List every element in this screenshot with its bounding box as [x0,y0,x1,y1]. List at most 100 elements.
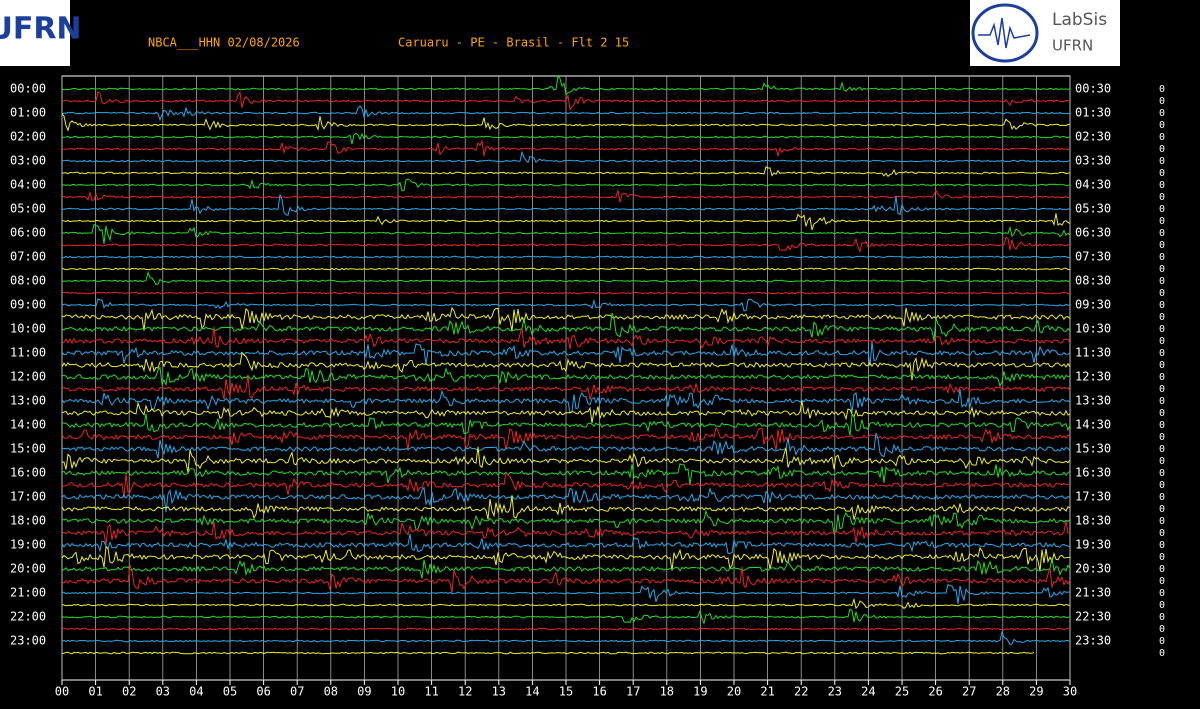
trace [61,213,1071,231]
scale-label: 0 [1159,312,1165,323]
trace [61,105,1071,122]
trace [61,432,1071,459]
row-label-left: 23:00 [10,634,46,648]
scale-label: 0 [1159,516,1165,527]
scale-label: 0 [1159,624,1165,635]
trace [61,557,1071,579]
trace [61,306,1071,332]
row-label-left: 22:00 [10,610,46,624]
x-tick-label: 19 [693,685,707,699]
trace [61,495,1071,520]
row-label-left: 01:00 [10,106,46,120]
scale-label: 0 [1159,288,1165,299]
scale-label: 0 [1159,96,1165,107]
row-label-left: 06:00 [10,226,46,240]
trace [61,189,1071,203]
row-label-left: 04:00 [10,178,46,192]
trace [61,166,1071,178]
logo-ring [971,3,1039,63]
scale-label: 0 [1159,564,1165,575]
x-tick-label: 30 [1063,685,1077,699]
logo-left: UFRN [0,12,82,47]
scale-label: 0 [1159,156,1165,167]
x-tick-label: 07 [290,685,304,699]
scale-label: 0 [1159,588,1165,599]
trace [61,90,1070,111]
row-label-right: 03:30 [1075,154,1111,168]
row-label-left: 05:00 [10,202,46,216]
scale-label: 0 [1159,540,1165,551]
scale-label: 0 [1159,216,1165,227]
x-tick-label: 02 [122,685,136,699]
trace [61,627,1071,631]
trace [61,341,1071,367]
trace [61,236,1071,254]
scale-label: 0 [1159,480,1165,491]
x-tick-label: 11 [424,685,438,699]
row-label-right: 07:30 [1075,250,1111,264]
x-tick-label: 05 [223,685,237,699]
row-label-right: 19:30 [1075,538,1111,552]
trace [61,400,1071,424]
scale-label: 0 [1159,264,1165,275]
x-tick-label: 25 [895,685,909,699]
trace [61,223,1071,244]
trace [61,326,1071,350]
scale-label: 0 [1159,372,1165,383]
scale-label: 0 [1159,576,1165,587]
scale-label: 0 [1159,132,1165,143]
x-tick-label: 29 [1029,685,1043,699]
scale-label: 0 [1159,636,1165,647]
trace [61,463,1071,486]
scale-label: 0 [1159,492,1165,503]
row-label-left: 18:00 [10,514,46,528]
scale-label: 0 [1159,108,1165,119]
scale-label: 0 [1159,204,1165,215]
row-label-left: 10:00 [10,322,46,336]
row-label-left: 02:00 [10,130,46,144]
scale-label: 0 [1159,420,1165,431]
row-label-right: 21:30 [1075,586,1111,600]
row-label-right: 18:30 [1075,514,1111,528]
row-label-right: 06:30 [1075,226,1111,240]
scale-label: 0 [1159,468,1165,479]
x-tick-label: 04 [189,685,203,699]
trace [61,545,1070,572]
row-label-left: 07:00 [10,250,46,264]
trace [61,446,1071,473]
x-tick-label: 01 [88,685,102,699]
scale-label: 0 [1159,228,1165,239]
x-tick-label: 28 [996,685,1010,699]
scale-label: 0 [1159,456,1165,467]
trace [61,533,1071,554]
trace [61,267,1071,271]
x-tick-label: 12 [458,685,472,699]
trace [61,509,1071,535]
row-label-left: 03:00 [10,154,46,168]
trace [61,651,1035,655]
x-tick-label: 06 [256,685,270,699]
scale-label: 0 [1159,336,1165,347]
row-label-left: 21:00 [10,586,46,600]
trace [61,150,1071,164]
trace [61,471,1071,499]
scale-label: 0 [1159,324,1165,335]
row-label-right: 14:30 [1075,418,1111,432]
x-tick-label: 24 [861,685,875,699]
scale-label: 0 [1159,360,1165,371]
trace [61,74,1071,96]
trace [61,255,1071,259]
trace [61,564,1071,593]
trace [61,291,1071,295]
scale-label: 0 [1159,552,1165,563]
trace [61,583,1070,604]
scale-label: 0 [1159,648,1165,659]
scale-label: 0 [1159,432,1165,443]
scale-label: 0 [1159,252,1165,263]
x-tick-label: 16 [592,685,606,699]
row-label-right: 16:30 [1075,466,1111,480]
x-tick-label: 14 [525,685,539,699]
row-label-left: 14:00 [10,418,46,432]
